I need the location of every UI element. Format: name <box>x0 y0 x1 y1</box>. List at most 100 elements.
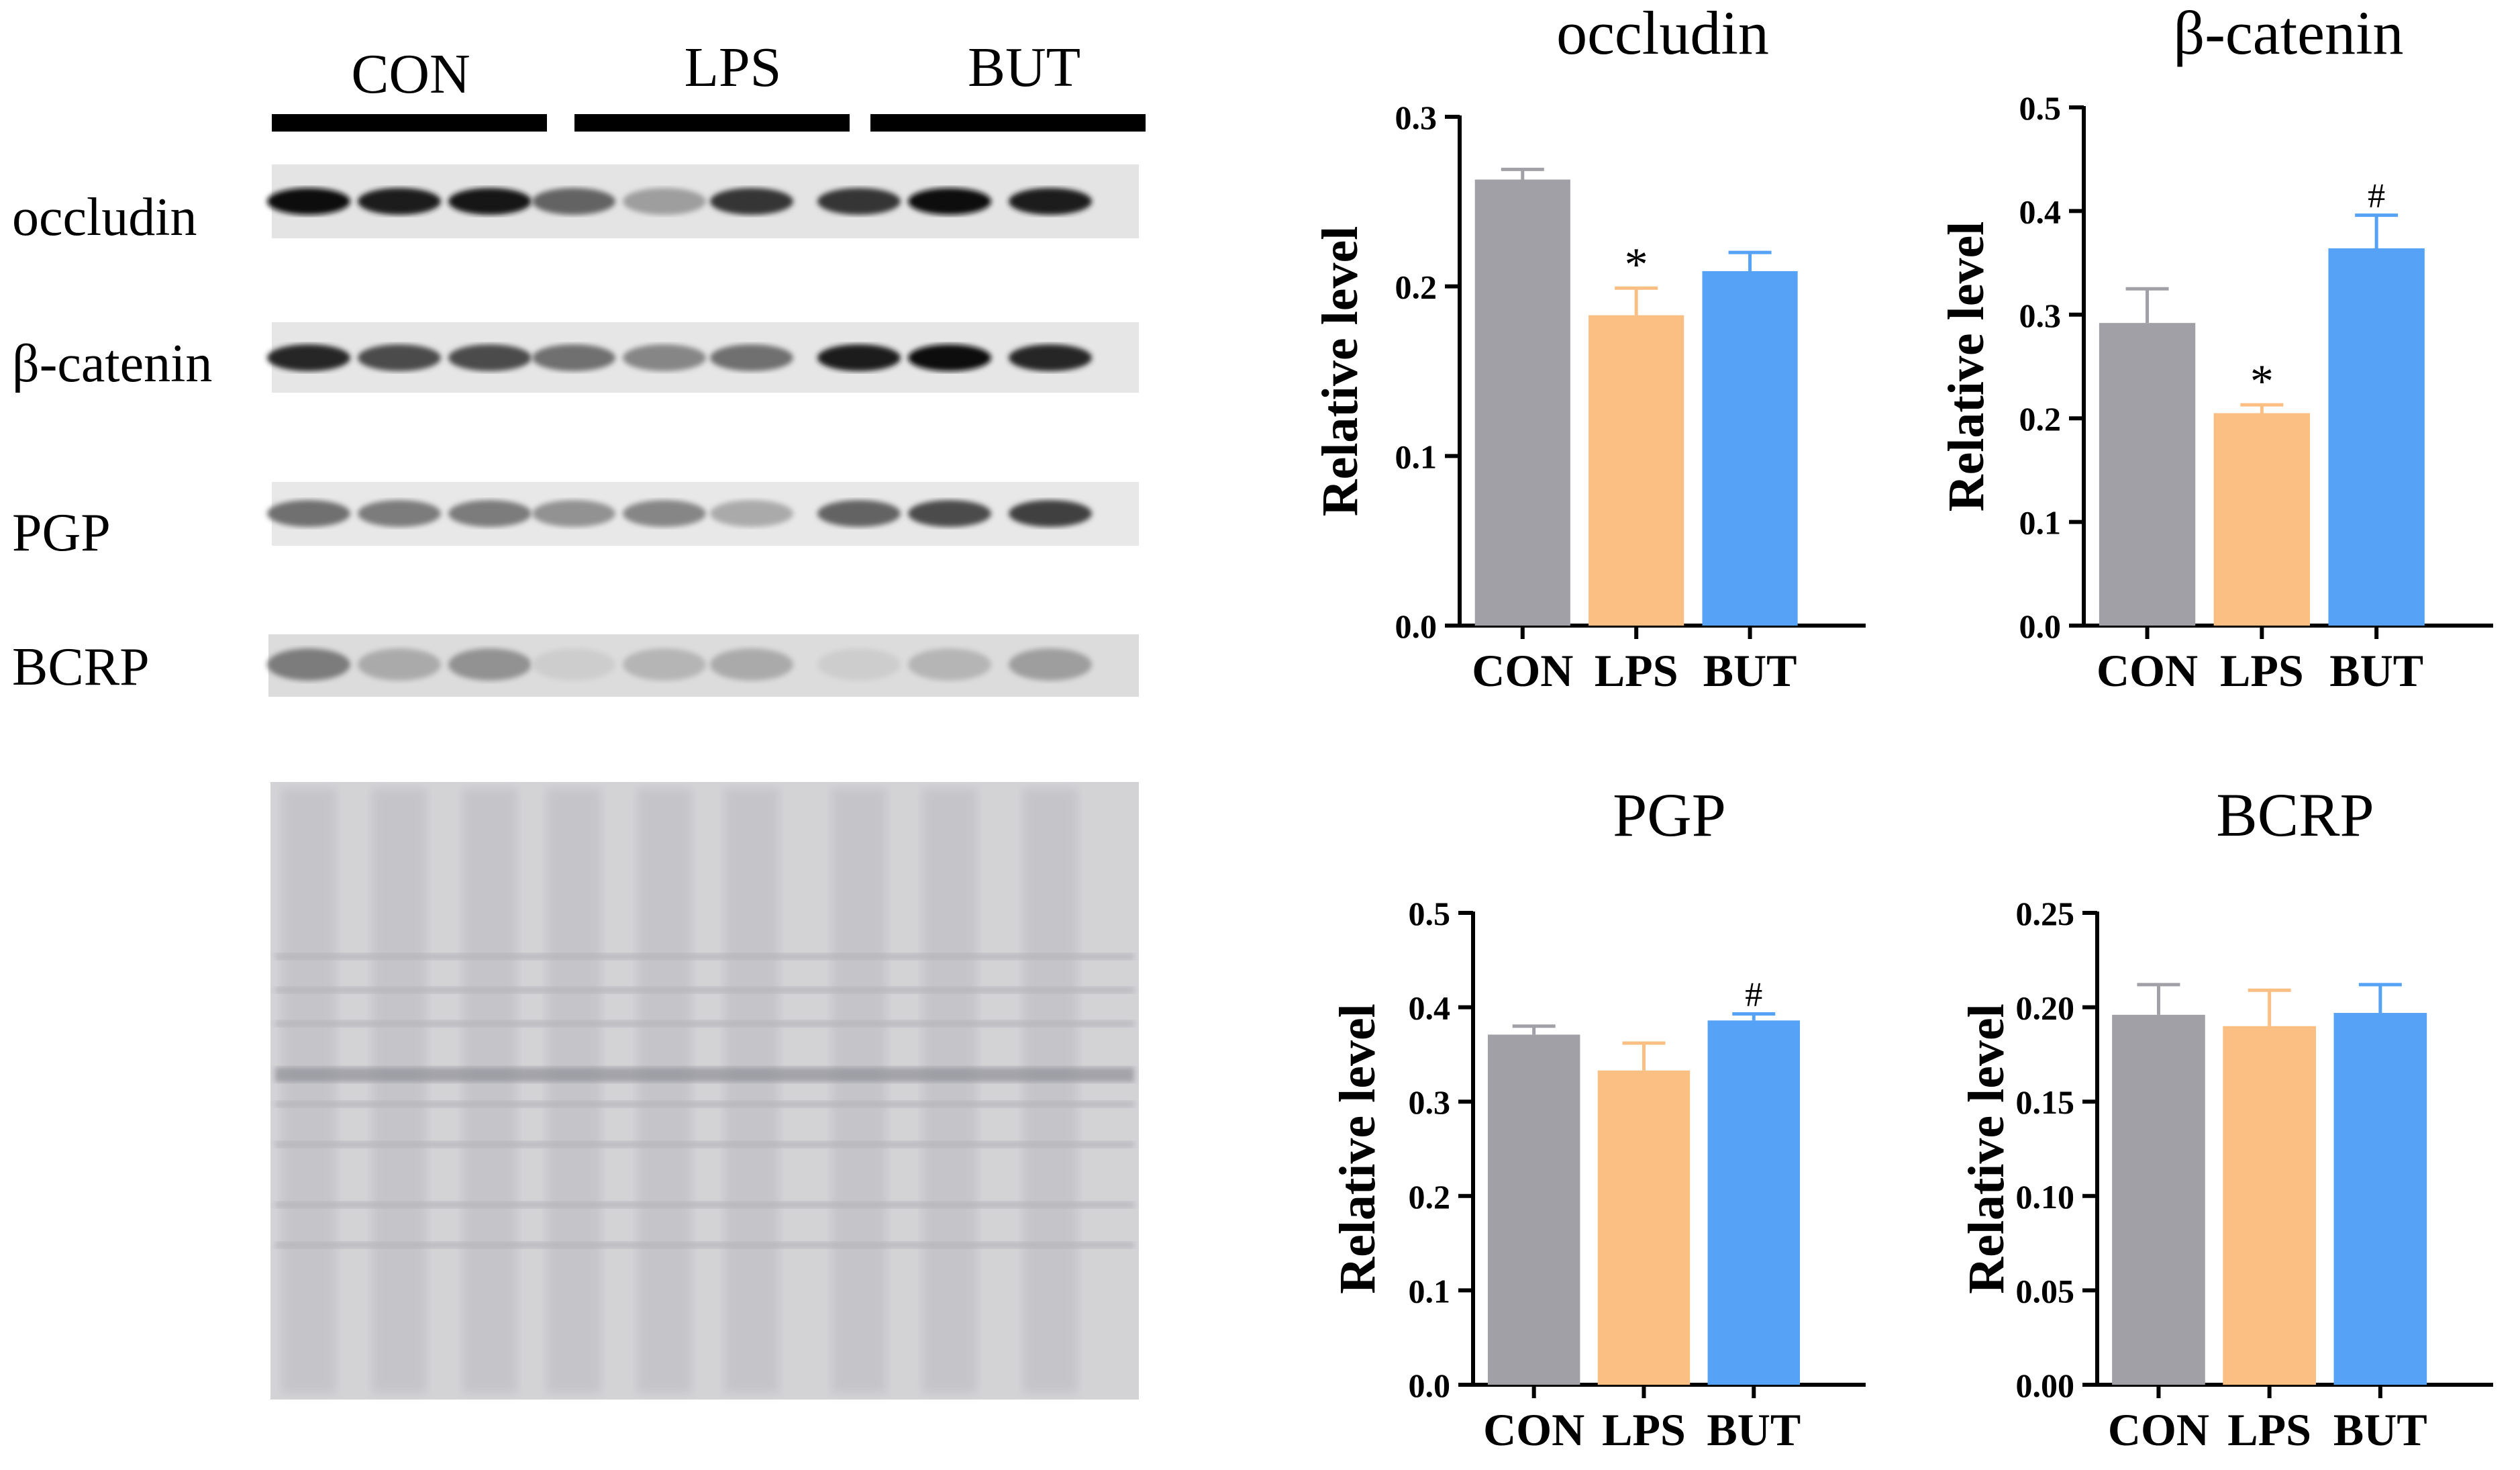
stain-band <box>275 987 1134 993</box>
blot-panel: CON LPS BUT occludin β-catenin PGP BCRP <box>12 36 1146 1400</box>
y-tick-label: 0.2 <box>2019 400 2062 438</box>
stain-lane <box>923 789 976 1393</box>
blot-band <box>448 500 532 527</box>
significance-mark: # <box>1745 975 1762 1014</box>
blot-row-label-pgp: PGP <box>12 503 111 562</box>
chart-title: occludin <box>1556 0 1769 67</box>
y-tick-label: 0.05 <box>2016 1272 2075 1310</box>
y-axis-label: Relative level <box>1312 226 1368 517</box>
y-tick-label: 0.20 <box>2016 989 2075 1027</box>
stain-lane <box>638 789 691 1393</box>
blot-band <box>710 648 793 681</box>
bar-but <box>1702 271 1798 626</box>
blot-band <box>358 188 441 215</box>
blot-band <box>358 648 441 681</box>
stain-band <box>275 1067 1134 1082</box>
blot-band <box>908 344 991 371</box>
blot-band <box>448 344 532 371</box>
blot-band <box>532 500 615 527</box>
y-tick-label: 0.0 <box>1409 1367 1451 1404</box>
blot-band <box>817 500 901 527</box>
y-tick-label: 0.0 <box>2019 607 2062 645</box>
y-tick-label: 0.5 <box>2019 89 2062 127</box>
y-axis-label: Relative level <box>1938 222 1995 512</box>
blot-row-label-beta-catenin: β-catenin <box>12 334 212 393</box>
y-tick-label: 0.1 <box>1395 438 1438 475</box>
y-tick-label: 0.10 <box>2016 1178 2075 1216</box>
bar-lps <box>2223 1026 2316 1385</box>
x-tick-label: BUT <box>2333 1404 2427 1455</box>
blot-band <box>448 648 532 681</box>
y-tick-label: 0.2 <box>1395 268 1438 306</box>
group-bar-con <box>272 114 547 132</box>
x-tick-label: CON <box>1483 1404 1584 1455</box>
blot-band <box>908 500 991 527</box>
stain-band <box>275 1202 1134 1208</box>
blot-band <box>710 344 793 371</box>
bar-lps <box>1589 315 1684 626</box>
y-tick-label: 0.25 <box>2016 895 2075 932</box>
bar-charts: occludin Relative level 0.0 0.1 0.2 0.3 CON * LP… <box>1312 0 2493 1455</box>
stain-lane <box>832 789 886 1393</box>
bar-con <box>2112 1014 2205 1385</box>
bar-con <box>1474 179 1570 626</box>
stain-lane <box>547 789 601 1393</box>
blot-band <box>1009 344 1092 371</box>
stain-lane <box>282 789 336 1393</box>
bar-con <box>1487 1034 1580 1385</box>
group-bar-but <box>870 114 1146 132</box>
blot-band <box>267 648 350 681</box>
x-tick-label: BUT <box>2329 645 2423 696</box>
x-tick-label: LPS <box>2220 645 2304 696</box>
bar-chart-1: β-catenin Relative level 0.0 0.1 0.2 0.3 0.4 0.… <box>1938 0 2493 696</box>
group-label-lps: LPS <box>685 36 782 99</box>
stain-lane <box>372 789 426 1393</box>
x-tick-label: LPS <box>2227 1404 2311 1455</box>
blot-band <box>267 500 350 527</box>
blot-band <box>532 648 615 681</box>
group-bar-lps <box>574 114 850 132</box>
blot-row-label-bcrp: BCRP <box>12 638 150 697</box>
y-tick-label: 0.4 <box>2019 193 2062 230</box>
x-tick-label: LPS <box>1602 1404 1686 1455</box>
y-tick-label: 0.1 <box>2019 504 2062 542</box>
bar-chart-3: BCRP Relative level 0.00 0.05 0.10 0.15 0.20 0.… <box>1958 781 2493 1455</box>
blot-band <box>448 188 532 215</box>
significance-mark: * <box>2250 356 2274 407</box>
y-tick-label: 0.2 <box>1409 1178 1451 1216</box>
blot-band <box>817 344 901 371</box>
x-tick-label: CON <box>2097 645 2198 696</box>
blot-band <box>532 344 615 371</box>
blot-band <box>1009 648 1092 681</box>
blot-band <box>817 648 901 681</box>
bar-con <box>2099 323 2196 626</box>
blot-band <box>532 188 615 215</box>
significance-mark: * <box>1625 239 1648 291</box>
bar-but <box>2328 248 2425 626</box>
chart-title: BCRP <box>2216 781 2374 849</box>
blot-band <box>908 648 991 681</box>
blot-band <box>267 188 350 215</box>
stain-lane <box>725 789 778 1393</box>
y-tick-label: 0.1 <box>1409 1272 1451 1310</box>
blot-band <box>817 188 901 215</box>
blot-band <box>710 188 793 215</box>
y-tick-label: 0.5 <box>1409 895 1451 932</box>
y-tick-label: 0.4 <box>1409 989 1451 1027</box>
y-tick-label: 0.00 <box>2016 1367 2075 1404</box>
significance-mark: # <box>2368 177 2385 215</box>
bar-lps <box>1597 1070 1691 1385</box>
x-tick-label: BUT <box>1703 645 1797 696</box>
y-tick-label: 0.15 <box>2016 1083 2075 1121</box>
blot-band <box>623 648 706 681</box>
y-tick-label: 0.3 <box>1395 99 1438 136</box>
blot-band <box>710 500 793 527</box>
stain-band <box>275 1020 1134 1027</box>
stain-band <box>275 1101 1134 1108</box>
bar-chart-2: PGP Relative level 0.0 0.1 0.2 0.3 0.4 0.5 CON LP… <box>1329 781 1866 1455</box>
blot-row-label-occludin: occludin <box>12 188 197 247</box>
y-tick-label: 0.0 <box>1395 607 1438 645</box>
stain-lane <box>1023 789 1077 1393</box>
blot-band <box>358 344 441 371</box>
